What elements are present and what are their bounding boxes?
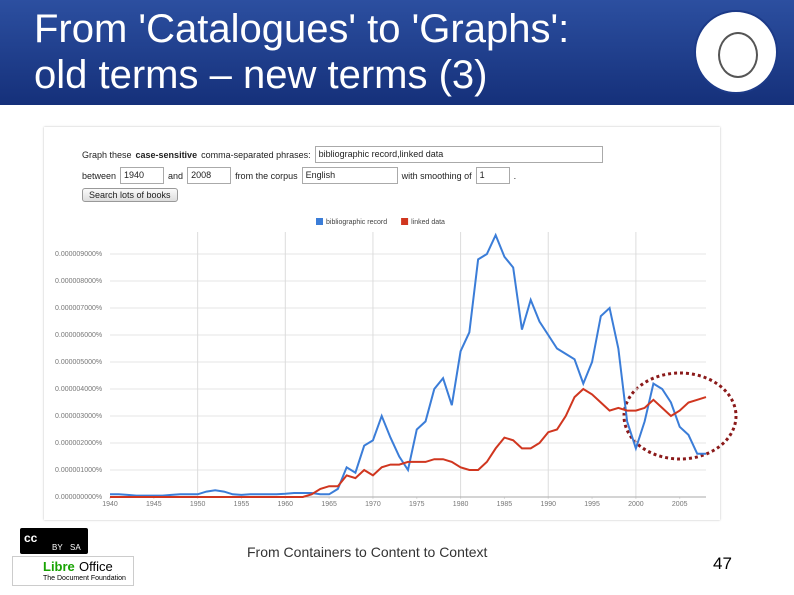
y-tick-label: 0.000004000% [55,386,102,393]
y-tick-label: 0.000005000% [55,359,102,366]
x-tick-label: 1955 [234,501,250,508]
phrase-row: Graph these case-sensitive comma-separated… [82,146,603,163]
series-line [110,387,707,498]
y-tick-label: 0.000000000% [55,494,102,501]
legend-label: linked data [411,219,445,226]
label: Graph these [82,149,132,160]
y-tick-label: 0.000008000% [55,278,102,285]
y-tick-label: 0.000002000% [55,440,102,447]
cc-sa: SA [70,543,81,552]
y-tick-label: 0.000009000% [55,251,102,258]
footer: From Containers to Content to Context [247,544,488,560]
libreoffice-logo: Libre Office The Document Foundation [12,556,134,586]
y-tick-label: 0.000001000% [55,467,102,474]
label: from the corpus [235,170,298,181]
y-tick-label: 0.000003000% [55,413,102,420]
label: and [168,170,184,181]
label: comma-separated phrases: [201,149,311,160]
x-tick-label: 1970 [365,501,381,508]
label: with smoothing of [401,170,472,181]
end-year-input[interactable]: 2008 [187,167,232,184]
slide-title: From 'Catalogues' to 'Graphs': old terms… [34,6,569,98]
range-row: between 1940 and 2008 from the corpus En… [82,167,516,184]
x-tick-label: 1995 [584,501,600,508]
cc-mark: cc [24,531,38,545]
corpus-select[interactable]: English [301,167,398,184]
x-tick-label: 1940 [102,501,118,508]
logo-libre: Libre [43,559,75,574]
x-tick-label: 1960 [278,501,294,508]
title-line: From 'Catalogues' to 'Graphs': [34,7,570,51]
x-tick-label: 1990 [540,501,556,508]
label: . [513,170,517,181]
phrase-input[interactable]: bibliographic record,linked data [314,146,603,163]
x-tick-label: 1975 [409,501,425,508]
x-tick-label: 1980 [453,501,469,508]
label: case-sensitive [135,149,198,160]
x-tick-label: 1985 [497,501,513,508]
button-row: Search lots of books [82,188,178,202]
legend-swatch [401,218,409,225]
page-number: 47 [713,554,732,573]
cc-logo: cc BY SA [20,528,88,554]
title-line: old terms – new terms (3) [34,53,488,97]
y-tick-label: 0.000007000% [55,305,102,312]
y-tick-label: 0.000006000% [55,332,102,339]
logo-tagline: The Document Foundation [43,575,126,582]
smoothing-select[interactable]: 1 [475,167,510,184]
highlight-circle [622,371,738,461]
label: between [82,170,117,181]
legend-swatch [316,218,323,225]
title-banner [0,0,794,105]
logo-office: Office [79,559,113,574]
cc-by: BY [52,543,63,552]
legend-label: bibliographic record [326,219,387,226]
search-button[interactable]: Search lots of books [82,188,178,202]
university-seal [694,10,778,94]
start-year-input[interactable]: 1940 [120,167,165,184]
x-tick-label: 1965 [321,501,337,508]
x-tick-label: 2005 [672,501,688,508]
x-tick-label: 2000 [628,501,644,508]
x-tick-label: 1950 [190,501,206,508]
series-line [110,232,706,497]
x-tick-label: 1945 [146,501,162,508]
